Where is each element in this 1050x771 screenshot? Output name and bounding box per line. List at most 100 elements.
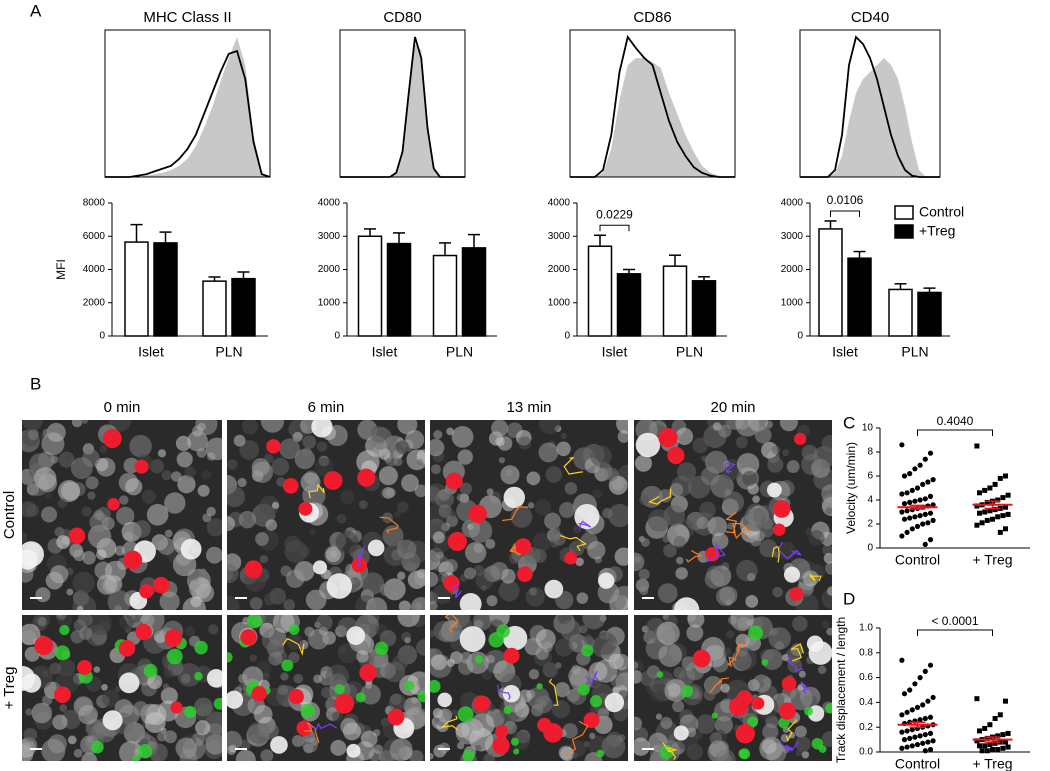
tissue — [446, 658, 455, 668]
data-point — [1000, 495, 1006, 501]
tissue — [184, 466, 196, 478]
tissue — [822, 544, 832, 556]
tissue — [184, 626, 196, 637]
track — [565, 720, 589, 756]
tissue — [261, 629, 284, 651]
tissue — [309, 529, 316, 536]
data-point — [997, 529, 1003, 535]
tissue — [430, 571, 439, 587]
tissue — [696, 516, 709, 530]
tissue — [535, 695, 553, 714]
tissue — [590, 445, 612, 467]
track — [685, 550, 703, 563]
tissue — [162, 683, 170, 690]
data-point — [979, 748, 985, 754]
data-point — [990, 747, 995, 753]
data-point — [984, 748, 990, 754]
bright-cell — [22, 541, 44, 568]
data-point — [974, 522, 980, 528]
tissue — [87, 524, 112, 549]
data-point — [917, 497, 923, 503]
y-tick-label: 4000 — [781, 198, 804, 209]
tissue — [241, 420, 259, 435]
tissue — [675, 567, 688, 580]
bright-cell — [544, 579, 564, 599]
green-cell — [536, 683, 543, 690]
red-cell — [123, 550, 143, 570]
tissue — [358, 500, 368, 509]
tissue — [700, 466, 720, 486]
tissue — [438, 708, 453, 723]
bar — [202, 280, 227, 337]
tissue — [720, 683, 730, 693]
tissue — [70, 457, 93, 480]
tissue — [825, 507, 832, 515]
bright-cell — [598, 572, 615, 589]
data-point — [904, 744, 910, 750]
tissue — [456, 493, 465, 502]
tissue — [461, 718, 485, 742]
green-cell — [247, 615, 263, 629]
data-point — [920, 702, 926, 708]
tissue — [125, 478, 143, 496]
tissue — [164, 529, 173, 538]
tissue — [164, 492, 186, 514]
red-cell — [135, 623, 152, 641]
tissue — [564, 482, 578, 495]
time-label: 0 min — [104, 399, 141, 416]
data-point — [995, 733, 1001, 739]
green-cell — [132, 754, 140, 761]
tissue — [826, 627, 832, 636]
row-label: + Treg — [1, 667, 18, 710]
data-point — [977, 490, 982, 496]
data-point — [907, 735, 913, 741]
y-tick-label: 3000 — [781, 231, 804, 242]
data-point — [899, 442, 905, 448]
data-point — [922, 668, 928, 675]
tissue — [259, 554, 269, 564]
histogram-area — [570, 58, 735, 177]
tissue — [827, 471, 832, 480]
data-point — [982, 487, 988, 493]
data-point — [987, 722, 993, 728]
tissue — [197, 422, 206, 432]
tissue — [157, 731, 167, 742]
tissue — [528, 669, 540, 680]
data-point — [995, 497, 1001, 503]
tissue — [35, 587, 51, 603]
tissue — [302, 737, 318, 753]
tissue — [481, 584, 488, 591]
tissue — [161, 470, 172, 481]
y-tick-label: 0.0 — [859, 747, 873, 758]
tissue — [560, 432, 567, 440]
tissue — [283, 599, 296, 610]
green-cell — [417, 690, 425, 703]
bright-cell — [118, 672, 140, 694]
y-tick-label: 10 — [862, 423, 874, 434]
tissue — [378, 466, 398, 486]
tissue — [177, 475, 196, 494]
red-cell — [298, 501, 313, 516]
track — [734, 644, 746, 659]
tissue — [147, 674, 163, 690]
bright-cell — [766, 482, 782, 498]
tissue — [597, 707, 610, 720]
red-cell — [387, 708, 405, 726]
tissue — [747, 483, 759, 495]
data-point — [901, 691, 908, 697]
tissue — [159, 591, 180, 610]
tissue — [664, 679, 688, 702]
tissue — [730, 615, 755, 632]
red-cell — [667, 446, 685, 465]
red-cell — [282, 477, 299, 494]
track — [706, 543, 726, 563]
tissue — [761, 738, 777, 754]
red-cell — [473, 695, 490, 712]
green-cell — [804, 706, 813, 716]
data-point — [927, 493, 934, 499]
data-point — [987, 485, 993, 491]
tissue — [239, 739, 251, 751]
tissue — [747, 572, 756, 582]
tissue — [723, 460, 731, 468]
data-point — [984, 499, 990, 505]
